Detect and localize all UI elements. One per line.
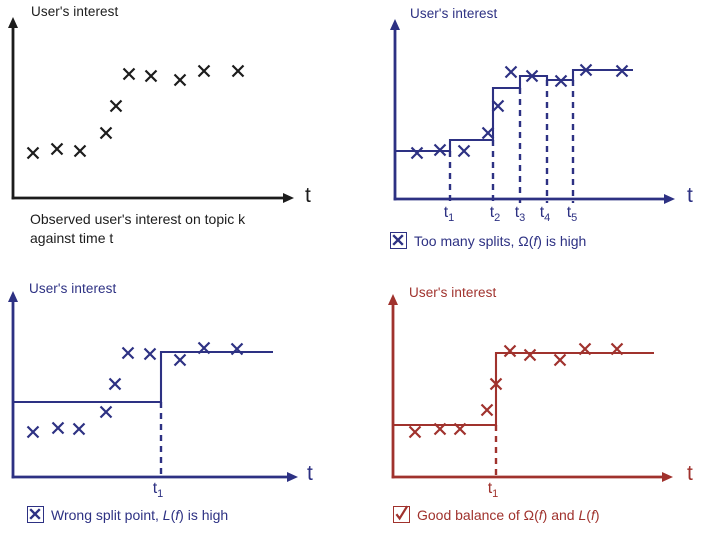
x-mark-data-point xyxy=(504,65,518,79)
x-mark-data-point xyxy=(51,421,65,435)
x-mark-data-point xyxy=(121,346,135,360)
good-balance-step-chart xyxy=(388,294,673,482)
x-axis-label: t xyxy=(305,184,311,207)
x-mark-data-point xyxy=(491,99,505,113)
tick-label: t1 xyxy=(443,204,455,225)
x-mark-data-point xyxy=(578,342,592,356)
x-axis-arrow xyxy=(283,193,294,203)
y-axis-arrow xyxy=(8,291,18,302)
tick-label: t4 xyxy=(539,204,551,225)
x-mark-data-point xyxy=(143,347,157,361)
x-mark-data-point xyxy=(230,342,244,356)
x-mark-data-point xyxy=(173,73,187,87)
x-axis-label: t xyxy=(687,462,693,485)
x-mark-data-point xyxy=(480,403,494,417)
x-axis-arrow xyxy=(664,194,675,204)
y-axis-title: User's interest xyxy=(29,281,117,296)
tick-label: t2 xyxy=(489,204,501,225)
panel-caption: Good balance of Ω(f) and L(f) xyxy=(393,505,600,523)
y-axis-title: User's interest xyxy=(410,6,498,21)
x-mark-data-point xyxy=(523,348,537,362)
x-mark-data-point xyxy=(453,422,467,436)
x-mark-data-point xyxy=(122,67,136,81)
x-mark-data-point xyxy=(489,377,503,391)
x-mark-data-point xyxy=(99,405,113,419)
y-axis-title: User's interest xyxy=(31,4,119,19)
y-axis-arrow xyxy=(8,17,18,28)
x-mark-data-point xyxy=(231,64,245,78)
x-mark-data-point xyxy=(26,425,40,439)
x-mark-data-point xyxy=(144,69,158,83)
x-mark-data-point xyxy=(554,74,568,88)
panel-too-many-splits: User's interest t t1 t2 t3 t4 t5 Too many sp… xyxy=(352,0,703,267)
step-function-line xyxy=(393,351,654,427)
x-mark-data-point xyxy=(503,344,517,358)
x-axis-label: t xyxy=(687,184,693,207)
panel-caption: Observed user's interest on topic k agai… xyxy=(30,210,245,248)
x-axis-label: t xyxy=(307,462,313,485)
x-mark-data-point xyxy=(109,99,123,113)
x-mark-data-point xyxy=(408,425,422,439)
x-box-icon xyxy=(27,506,44,523)
panel-wrong-split-point: User's interest t t1 Wrong split point, … xyxy=(0,267,351,534)
step-function-line xyxy=(395,68,633,153)
x-mark-data-point xyxy=(433,422,447,436)
caption-line-1: Observed user's interest on topic k xyxy=(30,211,246,227)
tick-label: t1 xyxy=(152,480,164,501)
caption-line-2: against time t xyxy=(30,230,114,246)
panel-caption: Too many splits, Ω(f) is high xyxy=(390,232,586,249)
x-mark-data-point xyxy=(72,422,86,436)
panel-caption: Wrong split point, L(f) is high xyxy=(27,506,228,523)
y-axis-arrow xyxy=(390,19,400,30)
panel-good-balance: User's interest t t1 Good balance of Ω(f… xyxy=(352,267,703,534)
caption-text: Too many splits, Ω(f) is high xyxy=(414,233,587,249)
y-axis-arrow xyxy=(388,294,398,305)
too-many-splits-step-chart xyxy=(390,19,675,204)
x-mark-data-point xyxy=(579,63,593,77)
x-mark-data-point xyxy=(99,126,113,140)
x-mark-data-point xyxy=(525,69,539,83)
x-axis-arrow xyxy=(662,472,673,482)
tick-label: t1 xyxy=(487,480,499,501)
caption-text: Wrong split point, L(f) is high xyxy=(51,507,229,523)
x-mark-data-point xyxy=(457,144,471,158)
x-mark-data-point xyxy=(73,144,87,158)
caption-text: Good balance of Ω(f) and L(f) xyxy=(417,507,600,523)
panel-observed-data: User's interest t Observed user's intere… xyxy=(0,0,351,267)
x-mark-data-point xyxy=(26,146,40,160)
tick-label: t3 xyxy=(514,204,526,225)
x-mark-data-point xyxy=(173,353,187,367)
x-mark-data-point xyxy=(615,64,629,78)
x-mark-data-point xyxy=(553,353,567,367)
x-axis-arrow xyxy=(287,472,298,482)
x-mark-data-point xyxy=(108,377,122,391)
step-function-line xyxy=(13,350,273,404)
x-mark-data-point xyxy=(610,342,624,356)
wrong-split-step-chart xyxy=(8,291,298,482)
x-mark-data-point xyxy=(481,126,495,140)
x-mark-data-point xyxy=(197,64,211,78)
x-mark-data-point xyxy=(50,142,64,156)
tick-label: t5 xyxy=(566,204,578,225)
x-mark-data-point xyxy=(197,341,211,355)
x-box-icon xyxy=(390,232,407,249)
x-mark-data-point xyxy=(433,143,447,157)
x-mark-data-point xyxy=(410,146,424,160)
check-box-icon xyxy=(393,505,410,523)
y-axis-title: User's interest xyxy=(409,285,497,300)
observed-scatter-chart xyxy=(8,17,294,203)
